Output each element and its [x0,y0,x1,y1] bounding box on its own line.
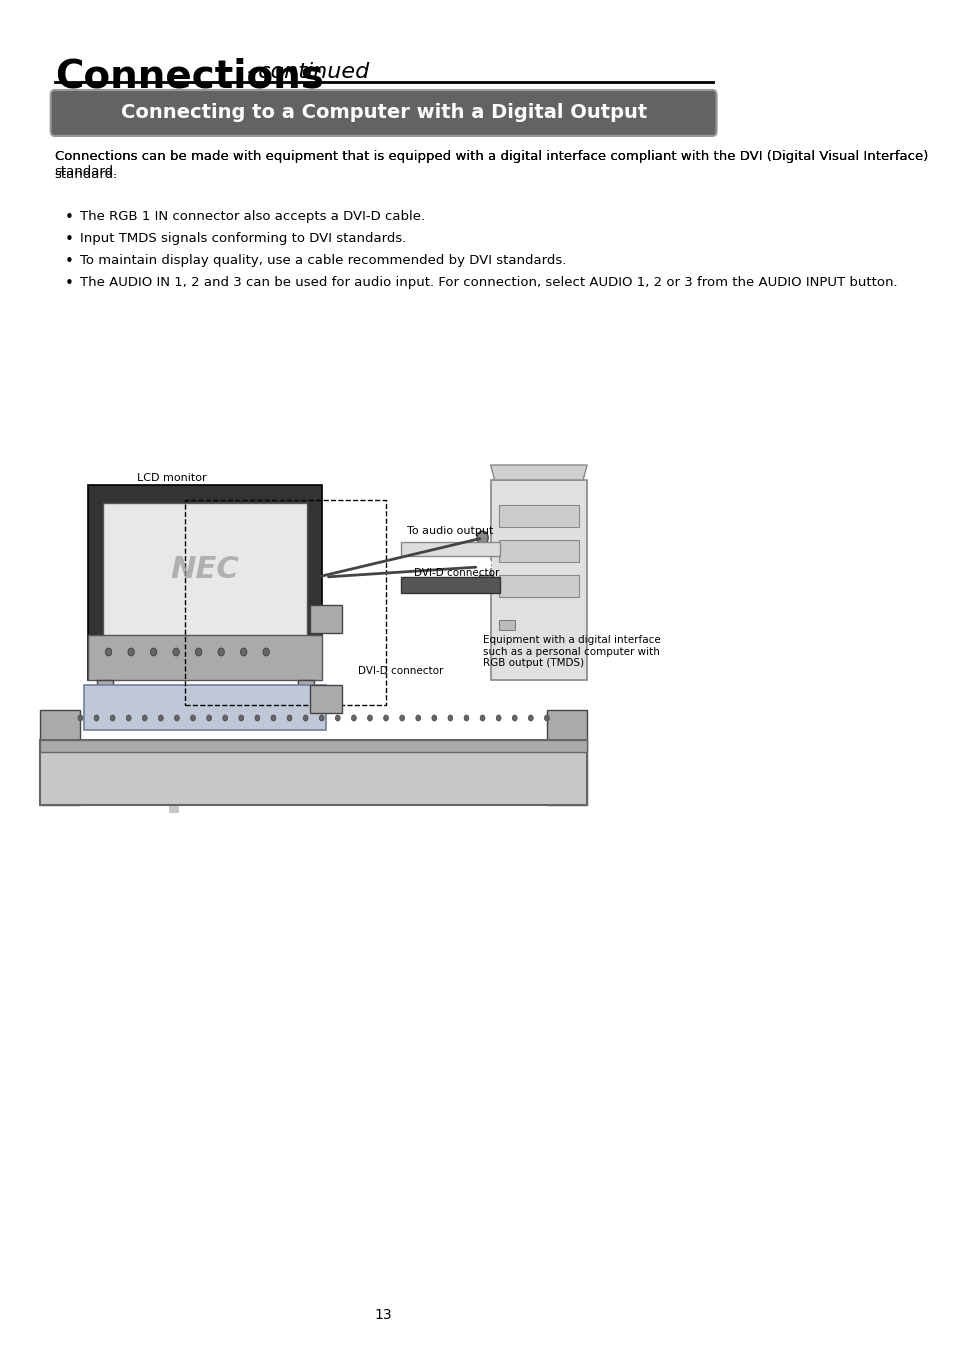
Text: DVI-D connector: DVI-D connector [414,567,499,578]
Bar [478,576,493,590]
Text: To maintain display quality, use a cable recommended by DVI standards.: To maintain display quality, use a cable… [80,254,566,267]
Bar [498,540,578,562]
Circle shape [126,715,131,721]
Circle shape [142,715,147,721]
Circle shape [238,715,243,721]
Bar [490,480,586,680]
Text: •: • [64,232,73,247]
Text: The AUDIO IN 1, 2 and 3 can be used for audio input. For connection, select AUDI: The AUDIO IN 1, 2 and 3 can be used for … [80,276,897,289]
Text: Input TMDS signals conforming to DVI standards.: Input TMDS signals conforming to DVI sta… [80,232,406,245]
Circle shape [191,715,195,721]
Bar [185,500,386,705]
Circle shape [254,715,259,721]
Circle shape [319,715,324,721]
Circle shape [195,648,202,657]
Text: The RGB 1 IN connector also accepts a DVI-D cable.: The RGB 1 IN connector also accepts a DV… [80,209,425,223]
Circle shape [383,715,388,721]
Bar [96,680,112,705]
Text: To DVI output: To DVI output [407,561,493,570]
Text: •: • [64,209,73,226]
Bar [546,711,586,805]
Bar [498,620,515,630]
Bar [169,801,178,813]
Polygon shape [490,465,586,480]
Circle shape [263,648,269,657]
Circle shape [367,715,372,721]
Bar [165,773,183,785]
Bar [167,788,181,798]
Text: LCD monitor: LCD monitor [136,473,206,484]
Circle shape [151,648,156,657]
Circle shape [335,715,340,721]
Circle shape [271,715,275,721]
Circle shape [544,715,549,721]
Bar [498,505,578,527]
Circle shape [207,715,212,721]
Bar [40,740,586,805]
Circle shape [110,715,115,721]
Text: •: • [64,254,73,269]
Circle shape [432,715,436,721]
Bar [498,576,578,597]
Text: –continued: –continued [239,62,369,82]
Circle shape [476,531,488,544]
Text: Connections: Connections [54,58,323,96]
Circle shape [448,715,453,721]
Text: Connecting to a Computer with a Digital Output: Connecting to a Computer with a Digital … [120,104,646,123]
Bar [310,685,341,713]
Circle shape [399,715,404,721]
Circle shape [174,715,179,721]
Text: DVI-D connector: DVI-D connector [357,666,443,676]
Bar [40,711,80,805]
Circle shape [287,715,292,721]
Circle shape [105,648,112,657]
Text: 13: 13 [375,1308,392,1323]
Circle shape [217,648,224,657]
Circle shape [172,648,179,657]
FancyBboxPatch shape [400,542,499,557]
Bar [89,635,321,680]
Bar [297,680,314,705]
Circle shape [240,648,247,657]
Circle shape [303,715,308,721]
Circle shape [512,715,517,721]
Bar [310,605,341,634]
Text: Equipment with a digital interface
such as a personal computer with
RGB output (: Equipment with a digital interface such … [482,635,659,669]
Bar [89,485,321,680]
Circle shape [351,715,355,721]
Bar [103,503,307,638]
Circle shape [128,648,134,657]
Bar [163,759,185,771]
Bar [40,740,586,753]
Text: standard.: standard. [54,168,118,181]
Circle shape [94,715,99,721]
Bar [85,685,325,730]
Circle shape [463,715,468,721]
Circle shape [223,715,228,721]
Circle shape [158,715,163,721]
FancyBboxPatch shape [51,91,716,136]
Text: NEC: NEC [171,555,239,585]
Circle shape [528,715,533,721]
Text: To audio output: To audio output [407,526,493,536]
Circle shape [78,715,83,721]
Bar [161,744,187,757]
FancyBboxPatch shape [400,577,499,593]
Circle shape [416,715,420,721]
Circle shape [479,715,484,721]
Text: Connections can be made with equipment that is equipped with a digital interface: Connections can be made with equipment t… [54,150,927,178]
Text: Connections can be made with equipment that is equipped with a digital interface: Connections can be made with equipment t… [54,150,927,163]
Text: •: • [64,276,73,290]
Circle shape [496,715,500,721]
